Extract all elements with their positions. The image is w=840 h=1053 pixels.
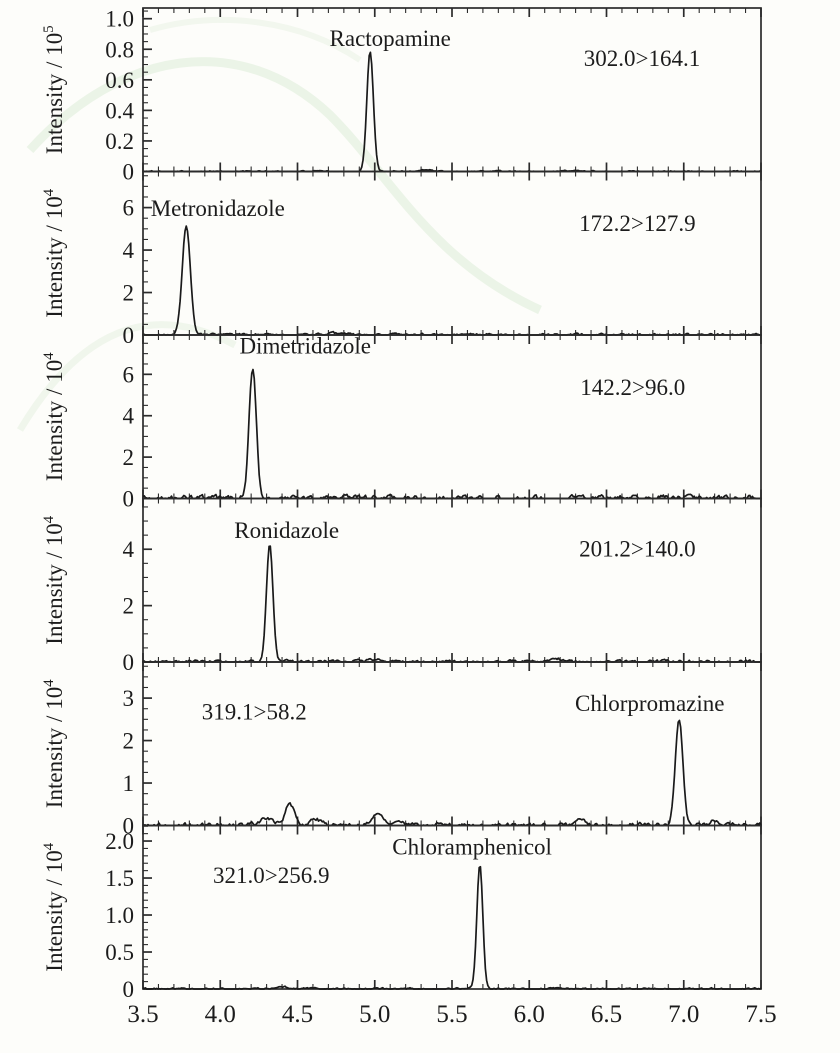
chromatogram-trace <box>142 719 762 827</box>
panel-border <box>142 334 762 500</box>
compound-label: Chloramphenicol <box>392 834 552 859</box>
y-tick-label: 2.0 <box>105 829 134 854</box>
y-tick-label: 0 <box>123 487 135 512</box>
y-tick-label: 3 <box>123 686 135 711</box>
y-tick-label: 0 <box>123 814 135 839</box>
panel-border <box>142 7 762 173</box>
y-tick-label: 4 <box>123 404 135 429</box>
compound-label: Chlorpromazine <box>575 691 724 716</box>
y-tick-label: 2 <box>123 445 135 470</box>
panel-chloramphenicol: 0 0.5 1.0 1.5 2.0 Intensity / 104 Chlorampheni… <box>41 824 777 1028</box>
y-tick-label: 2 <box>123 594 135 619</box>
y-tick-label: 0.4 <box>105 98 134 123</box>
x-tick-label: 4.5 <box>282 1001 313 1028</box>
x-tick-label: 5.0 <box>359 1001 390 1028</box>
y-tick-label: 2 <box>123 281 135 306</box>
y-tick-label: 0.8 <box>105 37 134 62</box>
panel-border <box>142 661 762 827</box>
y-tick-label: 1 <box>123 771 135 796</box>
x-tick-label: 3.5 <box>127 1001 158 1028</box>
x-tick-label: 4.0 <box>205 1001 236 1028</box>
y-tick-label: 4 <box>123 238 135 263</box>
x-tick-label: 7.5 <box>745 1001 776 1028</box>
watermark-curve <box>149 17 362 63</box>
y-axis-title: Intensity / 104 <box>41 352 67 481</box>
y-tick-label: 6 <box>123 196 135 221</box>
y-tick-label: 0.2 <box>105 129 134 154</box>
compound-label: Ronidazole <box>234 518 339 543</box>
y-tick-label: 0 <box>123 650 135 675</box>
chromatogram-trace <box>142 865 762 990</box>
y-tick-label: 6 <box>123 362 135 387</box>
chromatogram-trace <box>142 545 761 663</box>
y-axis-title: Intensity / 105 <box>41 25 67 154</box>
compound-label: Dimetridazole <box>239 334 371 359</box>
compound-label: Ractopamine <box>330 26 451 51</box>
watermark-curve <box>16 321 237 432</box>
compound-label: Metronidazole <box>151 196 285 221</box>
y-tick-label: 0 <box>123 977 135 1002</box>
x-tick-label: 6.0 <box>514 1001 545 1028</box>
panel-chlorpromazine: 0 1 2 3 Intensity / 104 Chlorpromazine 319.1>5… <box>41 661 762 839</box>
y-tick-label: 1.0 <box>105 7 134 32</box>
x-tick-label: 7.0 <box>668 1001 699 1028</box>
panel-ractopamine: 0 0.2 0.4 0.6 0.8 1.0 Intensity / 105 Ractopami… <box>41 7 762 185</box>
y-tick-label: 0.5 <box>105 940 134 965</box>
transition-label: 321.0>256.9 <box>213 863 329 888</box>
transition-label: 142.2>96.0 <box>580 375 685 400</box>
y-axis-title: Intensity / 104 <box>41 188 67 317</box>
y-tick-label: 1.5 <box>105 866 134 891</box>
y-tick-label: 0 <box>123 323 135 348</box>
y-axis-title: Intensity / 104 <box>41 515 67 644</box>
x-tick-label: 6.5 <box>591 1001 622 1028</box>
x-tick-label: 5.5 <box>436 1001 467 1028</box>
chromatogram-trace <box>142 225 761 336</box>
y-axis-title: Intensity / 104 <box>41 842 67 971</box>
panel-metronidazole: 0 2 4 6 Intensity / 104 Metronidazole 172.2>12… <box>41 170 762 348</box>
panel-ronidazole: 0 2 4 Intensity / 104 Ronidazole 201.2>140.0 <box>41 497 762 675</box>
watermark-curve <box>26 57 542 315</box>
y-tick-label: 4 <box>123 537 135 562</box>
panel-dimetridazole: 0 2 4 6 Intensity / 104 Dimetridazole 142.2>96… <box>41 334 762 512</box>
transition-label: 319.1>58.2 <box>202 699 307 724</box>
y-tick-label: 2 <box>123 729 135 754</box>
y-tick-label: 0.6 <box>105 68 134 93</box>
transition-label: 302.0>164.1 <box>584 46 700 71</box>
transition-label: 201.2>140.0 <box>579 536 695 561</box>
y-tick-label: 1.0 <box>105 903 134 928</box>
y-tick-label: 0 <box>123 160 135 185</box>
transition-label: 172.2>127.9 <box>579 211 695 236</box>
y-axis-title: Intensity / 104 <box>41 679 67 808</box>
